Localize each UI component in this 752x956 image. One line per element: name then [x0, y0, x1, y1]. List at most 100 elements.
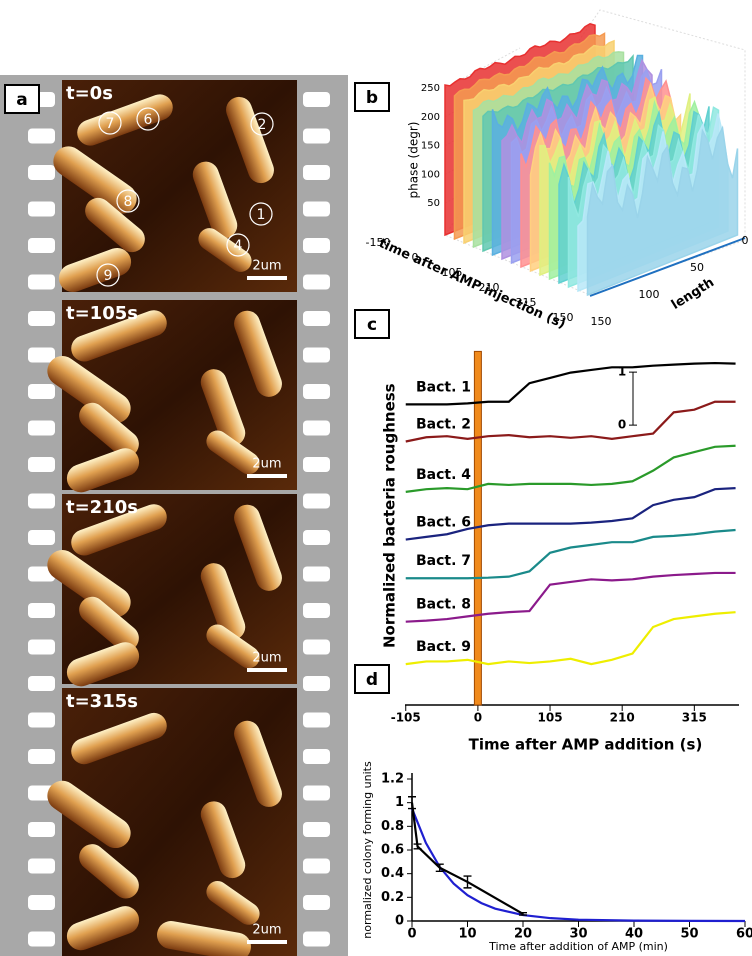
scale-label: 2um	[252, 651, 281, 666]
y-tick-label: 0.2	[381, 890, 404, 905]
film-hole	[28, 129, 55, 144]
scale-bar	[629, 372, 637, 425]
x-tick-label: 50	[680, 927, 698, 942]
film-hole	[303, 822, 330, 837]
film-hole	[303, 165, 330, 180]
film-hole	[28, 275, 55, 290]
film-hole	[28, 530, 55, 545]
film-hole	[28, 822, 55, 837]
cell-label: 8	[124, 194, 133, 210]
frame-time: t=315s	[66, 691, 138, 712]
film-hole	[28, 165, 55, 180]
y-tick-label: 100	[421, 169, 440, 180]
x-tick-label: 315	[682, 711, 707, 725]
y-axis-label: normalized colony forming units	[361, 761, 374, 939]
film-hole	[303, 494, 330, 509]
scale-label: 2um	[252, 923, 281, 938]
film-hole	[303, 713, 330, 728]
film-hole	[28, 859, 55, 874]
film-hole	[28, 348, 55, 363]
cell-label: 7	[106, 116, 115, 132]
x-tick-label: 210	[610, 711, 635, 725]
film-hole	[303, 129, 330, 144]
film-hole	[303, 530, 330, 545]
film-hole	[28, 384, 55, 399]
film-hole	[28, 202, 55, 217]
series-label: Bact. 8	[416, 597, 471, 613]
error-bar	[464, 876, 472, 888]
series-label: Bact. 4	[416, 467, 471, 483]
x-axis-label: Time after AMP addition (s)	[469, 736, 703, 754]
film-hole	[303, 421, 330, 436]
series-label: Bact. 1	[416, 379, 471, 395]
y-tick-label: 0	[395, 914, 404, 929]
film-hole	[303, 603, 330, 618]
film-hole	[28, 640, 55, 655]
film-hole	[28, 494, 55, 509]
y-tick-label: 250	[421, 83, 440, 94]
x-tick-label: 0	[474, 711, 482, 725]
film-hole	[28, 749, 55, 764]
y-axis-label: phase (degr)	[407, 122, 421, 199]
film-hole	[303, 786, 330, 801]
z-tick-label: 100	[639, 288, 660, 301]
y-tick-label: 0.4	[381, 866, 404, 881]
frame-time: t=105s	[66, 303, 138, 324]
film-hole	[28, 932, 55, 947]
scale-label: 2um	[252, 259, 281, 274]
panel-label: d	[366, 670, 378, 690]
film-hole	[303, 932, 330, 947]
z-axis-label: length	[669, 275, 717, 313]
film-hole	[28, 457, 55, 472]
panel-label: b	[366, 88, 378, 108]
y-axis-label: Normalized bacteria roughness	[381, 383, 399, 648]
x-tick-label: 0	[407, 927, 416, 942]
film-hole	[28, 603, 55, 618]
film-hole	[28, 421, 55, 436]
film-hole	[303, 859, 330, 874]
cell-label: 2	[258, 117, 267, 133]
film-hole	[303, 275, 330, 290]
y-tick-label: 50	[427, 198, 440, 209]
film-hole	[303, 384, 330, 399]
afm-frame: t=315s 2um	[41, 688, 297, 956]
series-line	[412, 809, 745, 921]
scale-label: 2um	[252, 457, 281, 472]
frame-time: t=210s	[66, 497, 138, 518]
scale-label: 0	[618, 418, 626, 432]
series-label: Bact. 7	[416, 553, 471, 569]
z-tick-label: 50	[690, 261, 704, 274]
film-hole	[303, 238, 330, 253]
y-tick-label: 1	[395, 795, 404, 810]
y-tick-label: 1.2	[381, 772, 404, 787]
film-hole	[303, 311, 330, 326]
z-tick-label: 150	[591, 315, 612, 328]
film-hole	[303, 895, 330, 910]
film-hole	[28, 238, 55, 253]
series-label: Bact. 9	[416, 639, 471, 655]
x-tick-label: 105	[538, 711, 563, 725]
film-hole	[28, 895, 55, 910]
panel-label: c	[367, 315, 377, 335]
film-hole	[303, 749, 330, 764]
panel-label: a	[16, 90, 27, 110]
x-tick-label: -105	[391, 711, 421, 725]
film-hole	[28, 713, 55, 728]
film-hole	[303, 567, 330, 582]
film-hole	[303, 457, 330, 472]
cell-label: 4	[234, 238, 243, 254]
x-tick-label: 10	[458, 927, 476, 942]
film-hole	[28, 676, 55, 691]
series-label: Bact. 2	[416, 417, 471, 433]
y-tick-label: 150	[421, 141, 440, 152]
afm-frame: t=105s 2um	[41, 300, 297, 496]
film-hole	[303, 202, 330, 217]
y-tick-label: 0.8	[381, 819, 404, 834]
y-tick-label: 200	[421, 112, 440, 123]
film-hole	[303, 348, 330, 363]
film-hole	[303, 92, 330, 107]
film-hole	[303, 676, 330, 691]
film-hole	[303, 640, 330, 655]
cell-label: 6	[144, 112, 153, 128]
